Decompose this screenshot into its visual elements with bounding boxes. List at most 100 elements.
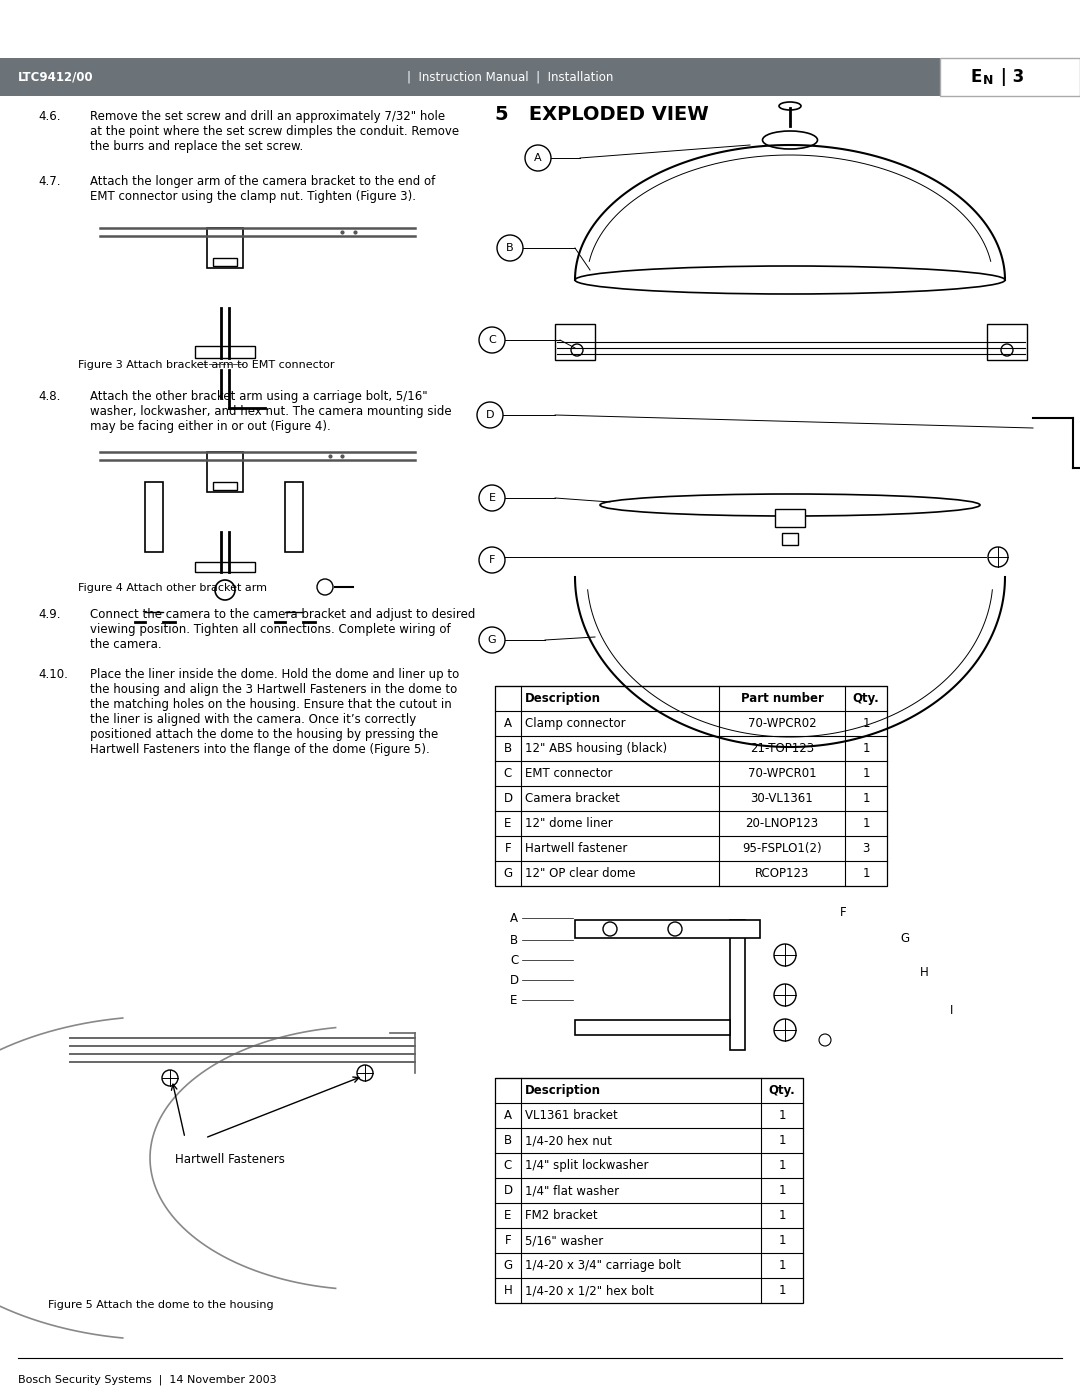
Bar <box>207 453 243 492</box>
Text: D: D <box>503 792 513 805</box>
Text: C: C <box>504 767 512 780</box>
Bar <box>145 482 163 552</box>
Text: 1: 1 <box>862 717 869 731</box>
Text: A: A <box>510 911 518 925</box>
Text: A: A <box>504 717 512 731</box>
Text: Qty.: Qty. <box>769 1084 795 1097</box>
Text: Figure 3 Attach bracket arm to EMT connector: Figure 3 Attach bracket arm to EMT conne… <box>78 360 335 370</box>
Bar <box>575 921 760 937</box>
Text: Hartwell fastener: Hartwell fastener <box>525 842 627 855</box>
Text: E: E <box>970 68 982 87</box>
Bar <box>285 482 303 552</box>
Text: D: D <box>486 409 495 420</box>
Text: D: D <box>510 974 519 986</box>
Text: 1: 1 <box>779 1109 786 1122</box>
Text: G: G <box>503 1259 513 1273</box>
Text: G: G <box>488 636 497 645</box>
Text: 21-TOP123: 21-TOP123 <box>750 742 814 754</box>
Bar <box>0 59 1080 96</box>
Text: I: I <box>950 1003 954 1017</box>
Text: RCOP123: RCOP123 <box>755 868 809 880</box>
Text: F: F <box>489 555 496 564</box>
Bar <box>495 1078 804 1303</box>
Text: 1/4" split lockwasher: 1/4" split lockwasher <box>525 1160 648 1172</box>
Bar <box>987 324 1027 360</box>
Text: C: C <box>488 335 496 345</box>
Text: 1/4" flat washer: 1/4" flat washer <box>525 1185 619 1197</box>
Text: C: C <box>510 954 518 967</box>
Text: Qty.: Qty. <box>852 692 879 705</box>
Text: 1: 1 <box>862 742 869 754</box>
Text: 20-LNOP123: 20-LNOP123 <box>745 817 819 830</box>
Text: 1: 1 <box>779 1284 786 1296</box>
Text: H: H <box>920 965 929 978</box>
Bar <box>575 1020 730 1035</box>
Text: 12" dome liner: 12" dome liner <box>525 817 612 830</box>
Bar <box>775 509 805 527</box>
Text: 1: 1 <box>779 1234 786 1248</box>
Text: Figure 4 Attach other bracket arm: Figure 4 Attach other bracket arm <box>78 583 267 592</box>
Text: Part number: Part number <box>741 692 823 705</box>
Text: | 3: | 3 <box>995 68 1024 87</box>
Text: 1: 1 <box>779 1259 786 1273</box>
Text: Description: Description <box>525 692 600 705</box>
Bar <box>730 921 745 1051</box>
Text: 30-VL1361: 30-VL1361 <box>751 792 813 805</box>
Text: 1: 1 <box>862 767 869 780</box>
Text: Camera bracket: Camera bracket <box>525 792 620 805</box>
Text: B: B <box>510 933 518 947</box>
Text: Attach the longer arm of the camera bracket to the end of
EMT connector using th: Attach the longer arm of the camera brac… <box>90 175 435 203</box>
Text: D: D <box>503 1185 513 1197</box>
Text: G: G <box>900 932 909 944</box>
Text: 4.6.: 4.6. <box>38 110 60 123</box>
Text: B: B <box>507 243 514 253</box>
Text: B: B <box>504 1134 512 1147</box>
Text: C: C <box>504 1160 512 1172</box>
Text: 1: 1 <box>862 817 869 830</box>
Text: 1/4-20 hex nut: 1/4-20 hex nut <box>525 1134 612 1147</box>
Text: 70-WPCR02: 70-WPCR02 <box>747 717 816 731</box>
Text: G: G <box>503 868 513 880</box>
Bar <box>207 228 243 268</box>
Bar <box>495 686 887 886</box>
Text: 5   EXPLODED VIEW: 5 EXPLODED VIEW <box>495 105 708 124</box>
Bar <box>195 346 255 358</box>
Text: Description: Description <box>525 1084 600 1097</box>
Text: 70-WPCR01: 70-WPCR01 <box>747 767 816 780</box>
Text: 1/4-20 x 1/2" hex bolt: 1/4-20 x 1/2" hex bolt <box>525 1284 653 1296</box>
Text: E: E <box>504 1208 512 1222</box>
Text: 5/16" washer: 5/16" washer <box>525 1234 604 1248</box>
Bar <box>782 534 798 545</box>
Text: Clamp connector: Clamp connector <box>525 717 625 731</box>
Text: F: F <box>504 1234 511 1248</box>
Text: Bosch Security Systems  |  14 November 2003: Bosch Security Systems | 14 November 200… <box>18 1375 276 1386</box>
Text: 1: 1 <box>862 792 869 805</box>
Text: 1/4-20 x 3/4" carriage bolt: 1/4-20 x 3/4" carriage bolt <box>525 1259 681 1273</box>
Text: 1: 1 <box>779 1134 786 1147</box>
Text: FM2 bracket: FM2 bracket <box>525 1208 597 1222</box>
Text: 4.10.: 4.10. <box>38 668 68 680</box>
Text: 12" OP clear dome: 12" OP clear dome <box>525 868 635 880</box>
Text: Figure 5 Attach the dome to the housing: Figure 5 Attach the dome to the housing <box>48 1301 273 1310</box>
Text: H: H <box>503 1284 512 1296</box>
Text: 4.9.: 4.9. <box>38 608 60 622</box>
Text: 4.8.: 4.8. <box>38 390 60 402</box>
Text: 1: 1 <box>779 1185 786 1197</box>
Bar <box>213 482 237 490</box>
Text: Attach the other bracket arm using a carriage bolt, 5/16"
washer, lockwasher, an: Attach the other bracket arm using a car… <box>90 390 451 433</box>
Text: 1: 1 <box>779 1208 786 1222</box>
Bar <box>195 562 255 571</box>
Bar <box>940 59 1080 96</box>
Text: Hartwell Fasteners: Hartwell Fasteners <box>175 1153 285 1166</box>
Text: A: A <box>504 1109 512 1122</box>
Text: Connect the camera to the camera bracket and adjust to desired
viewing position.: Connect the camera to the camera bracket… <box>90 608 475 651</box>
Text: 1: 1 <box>862 868 869 880</box>
Text: Remove the set screw and drill an approximately 7/32" hole
at the point where th: Remove the set screw and drill an approx… <box>90 110 459 154</box>
Bar <box>555 324 595 360</box>
Text: 12" ABS housing (black): 12" ABS housing (black) <box>525 742 667 754</box>
Text: EMT connector: EMT connector <box>525 767 612 780</box>
Text: N: N <box>983 74 994 88</box>
Text: A: A <box>535 154 542 163</box>
Text: Place the liner inside the dome. Hold the dome and liner up to
the housing and a: Place the liner inside the dome. Hold th… <box>90 668 459 756</box>
Text: B: B <box>504 742 512 754</box>
